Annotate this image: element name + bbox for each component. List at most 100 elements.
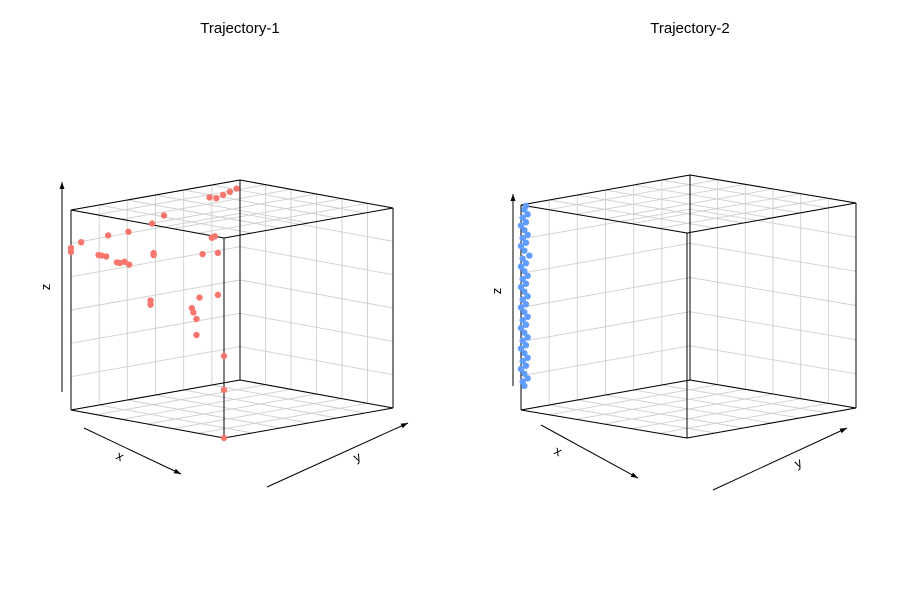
box-edge <box>223 207 394 239</box>
data-point <box>522 260 530 267</box>
data-point <box>104 232 112 239</box>
data-point <box>160 212 168 219</box>
data-point <box>77 239 85 246</box>
data-point <box>517 242 525 250</box>
wall-yz-grid-line <box>689 208 857 238</box>
data-point <box>519 275 526 283</box>
data-point <box>199 250 206 258</box>
data-point <box>524 334 531 341</box>
data-point <box>517 365 525 373</box>
data-point <box>521 349 528 357</box>
data-point <box>519 214 526 221</box>
data-point <box>193 331 200 339</box>
y-axis-arrow-head <box>400 423 408 429</box>
data-point <box>214 291 222 299</box>
data-point <box>517 345 525 352</box>
box-edge <box>70 179 241 211</box>
data-point <box>519 357 526 365</box>
box-edge <box>520 409 688 439</box>
data-point <box>220 386 228 394</box>
box-edge <box>686 407 857 439</box>
y-axis-arrow-head <box>839 428 847 434</box>
data-point <box>125 261 133 268</box>
data-point <box>522 321 530 328</box>
data-point <box>522 342 530 349</box>
data-point <box>226 188 234 195</box>
box-edge <box>689 379 857 409</box>
data-point <box>521 247 528 254</box>
data-point <box>524 313 531 321</box>
data-point <box>519 316 526 324</box>
box-edge <box>223 407 394 439</box>
x-axis-label: x <box>552 443 565 460</box>
data-point <box>102 253 110 260</box>
data-point <box>196 294 203 301</box>
data-point <box>522 301 530 308</box>
wall-xz-grid-line <box>70 212 241 244</box>
data-point <box>519 296 526 303</box>
data-point <box>524 231 531 239</box>
data-point <box>519 255 526 262</box>
z-axis-arrow-head <box>59 182 65 189</box>
wall-yz-grid-line <box>239 212 394 242</box>
data-point <box>517 263 525 270</box>
box-edge <box>689 174 857 204</box>
data-point <box>67 248 75 256</box>
data-point <box>206 194 213 201</box>
data-point <box>517 324 525 332</box>
data-point <box>524 293 531 300</box>
data-point <box>522 219 530 226</box>
chart-title-trajectory-1: Trajectory-1 <box>200 20 280 37</box>
data-point <box>517 283 525 291</box>
data-point <box>521 226 528 234</box>
x-axis-label: x <box>114 448 127 465</box>
box-edge <box>70 379 241 411</box>
data-point <box>517 304 525 311</box>
data-point <box>213 195 220 202</box>
box-edge <box>239 379 394 409</box>
data-point <box>147 297 154 304</box>
data-point <box>148 220 156 227</box>
data-point <box>524 375 531 382</box>
data-point <box>219 191 227 199</box>
top-grid-line <box>198 202 368 234</box>
trajectory-2-plot: z x y <box>489 174 857 491</box>
data-point <box>519 337 526 344</box>
data-point <box>526 252 533 259</box>
y-axis-arrow <box>266 422 409 488</box>
data-point <box>220 352 228 360</box>
data-point <box>193 315 200 323</box>
trajectory-1-plot: z x y <box>38 179 409 488</box>
data-point <box>522 280 530 287</box>
z-axis-label: z <box>489 288 504 295</box>
data-point <box>517 222 525 229</box>
data-point <box>211 233 219 240</box>
box-edge <box>520 174 691 206</box>
x-axis-arrow-head <box>173 468 181 474</box>
box-edge <box>70 209 225 239</box>
data-point <box>524 354 531 362</box>
x-axis-arrow <box>83 427 182 475</box>
data-point <box>521 370 528 377</box>
data-point <box>214 249 222 257</box>
x-axis-arrow-head <box>630 472 638 478</box>
data-point <box>121 258 128 265</box>
data-point <box>524 211 531 218</box>
y-axis-arrow <box>712 427 848 491</box>
data-point <box>519 234 526 242</box>
floor-grid-line <box>198 402 368 434</box>
box-edge <box>239 179 394 209</box>
data-point <box>524 272 531 280</box>
box-edge <box>70 409 225 439</box>
y-axis-label: y <box>792 455 805 472</box>
chart-title-trajectory-2: Trajectory-2 <box>650 20 730 37</box>
box-edge <box>520 379 691 411</box>
box-edge <box>686 202 857 234</box>
top-grid-line <box>659 197 829 229</box>
data-point <box>233 185 240 192</box>
data-point <box>522 239 530 246</box>
data-point <box>521 308 528 316</box>
data-point <box>521 382 528 390</box>
data-point <box>521 329 528 336</box>
data-point <box>125 228 132 235</box>
